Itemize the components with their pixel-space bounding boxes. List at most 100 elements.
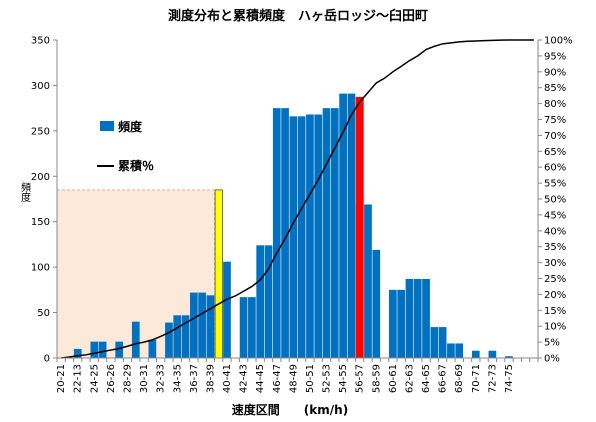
axis-layer: 0 50 100 150 200 250 300 350 0% 5% 10% 15% 20% 25% 30%… [19, 36, 573, 394]
bar [198, 292, 206, 358]
bar [455, 343, 464, 358]
y2-tick-label: 55% [544, 179, 566, 190]
x-tick-label: 56-57 [355, 364, 366, 393]
x-tick-label: 40-41 [222, 364, 233, 393]
bar [115, 341, 124, 358]
x-tick-label: 62-63 [404, 364, 415, 393]
y2-tick-label: 70% [544, 131, 566, 142]
x-tick-label: 72-73 [487, 364, 498, 393]
bar [297, 116, 306, 358]
bar [289, 116, 298, 358]
y2-tick-label: 85% [544, 83, 566, 94]
bar [372, 249, 381, 358]
chart-title: 測度分布と累積頻度 ハヶ岳ロッジ～臼田町 [168, 8, 428, 24]
y2-tick-label: 95% [544, 51, 566, 62]
x-tick-label: 58-59 [371, 364, 382, 393]
y2-tick-label: 5% [544, 338, 560, 349]
x-tick-label: 70-71 [471, 364, 482, 393]
y2-tick-label: 20% [544, 290, 566, 301]
bar [347, 93, 356, 358]
bar [223, 261, 231, 358]
y2-tick-label: 100% [544, 36, 573, 47]
x-tick-label: 50-51 [305, 364, 316, 393]
y2-tick-label: 80% [544, 99, 566, 110]
legend-label-cumulative: 累積％ [118, 158, 154, 173]
x-tick-label: 22-13 [73, 364, 84, 393]
y-tick-label: 150 [31, 217, 50, 228]
y-tick-label: 0 [44, 354, 50, 365]
bar [173, 315, 182, 358]
y2-tick-label: 60% [544, 163, 566, 174]
bar [405, 278, 414, 358]
y-tick-label: 100 [31, 263, 50, 274]
y2-tick-label: 30% [544, 258, 566, 269]
y2-tick-label: 45% [544, 210, 566, 221]
bar [131, 321, 140, 358]
x-tick-label: 66-67 [438, 364, 449, 393]
x-tick-label: 20-21 [56, 364, 67, 393]
x-tick-label: 26-26 [106, 364, 117, 393]
bar [206, 295, 215, 358]
bar [389, 289, 397, 358]
y-axis-label: 頻度 [19, 181, 31, 203]
y2-tick-label: 40% [544, 226, 566, 237]
bar [90, 341, 99, 358]
bar [264, 245, 273, 358]
y2-tick-label: 65% [544, 147, 566, 158]
bar [364, 204, 372, 358]
x-tick-label: 28-29 [122, 364, 133, 393]
bar [488, 350, 497, 358]
bar [248, 297, 256, 358]
y-tick-label: 50 [37, 308, 50, 319]
bar [397, 289, 406, 358]
bar [505, 356, 513, 358]
bar [73, 348, 82, 358]
x-tick-label: 42-43 [239, 364, 250, 393]
x-tick-label: 60-61 [388, 364, 399, 393]
y-tick-label: 300 [31, 81, 50, 92]
y2-tick-label: 25% [544, 274, 566, 285]
x-axis-label: 速度区間 (km/h) [232, 402, 348, 417]
bar [306, 114, 314, 358]
x-tick-label: 32-33 [156, 364, 167, 393]
x-tick-label: 44-45 [255, 364, 266, 393]
bar [165, 322, 173, 358]
y2-tick-label: 90% [544, 67, 566, 78]
bar [239, 297, 248, 358]
legend-swatch-frequency [100, 121, 114, 131]
bar [181, 315, 190, 358]
x-tick-label: 64-65 [421, 364, 432, 393]
marker-bar [214, 189, 223, 359]
bar [272, 108, 281, 359]
cumulative-line [61, 39, 534, 359]
x-tick-label: 46-47 [272, 364, 283, 393]
x-tick-label: 36-37 [189, 364, 200, 393]
bar [413, 278, 422, 358]
bar [189, 292, 198, 358]
line-layer [61, 39, 534, 359]
y2-tick-label: 75% [544, 115, 566, 126]
legend-label-frequency: 頻度 [118, 119, 143, 134]
y-tick-label: 250 [31, 126, 50, 137]
x-tick-label: 30-31 [139, 364, 150, 393]
bar [148, 339, 157, 358]
marker-bar [355, 96, 364, 359]
y2-tick-label: 35% [544, 242, 566, 253]
x-tick-label: 24-25 [89, 364, 100, 393]
bar [422, 278, 430, 358]
bar [98, 341, 107, 358]
bar [438, 327, 447, 358]
y-tick-label: 350 [31, 36, 50, 47]
bar [314, 114, 323, 358]
bar [322, 108, 331, 359]
x-tick-label: 38-39 [205, 364, 216, 393]
x-tick-label: 34-35 [172, 364, 183, 393]
x-tick-label: 68-69 [454, 364, 465, 393]
bar [430, 327, 439, 358]
x-tick-label: 48-49 [288, 364, 299, 393]
bar [339, 93, 347, 358]
bar [447, 343, 455, 358]
